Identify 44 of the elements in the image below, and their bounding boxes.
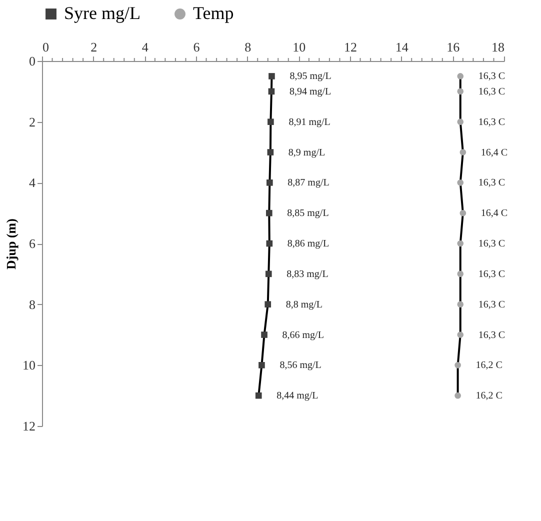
x-tick-label: 8 [244, 40, 252, 54]
y-tick-label: 4 [29, 175, 36, 190]
y-tick-label: 2 [29, 114, 36, 130]
data-label: 16,3 C [478, 86, 506, 98]
data-label: 8,91 mg/L [288, 116, 330, 128]
data-label: 8,44 mg/L [276, 390, 318, 402]
y-tick-label: 0 [29, 54, 36, 68]
data-label: 16,2 C [476, 360, 503, 372]
data-label: 16,2 C [476, 390, 503, 402]
x-tick-label: 18 [492, 40, 504, 54]
x-tick-label: 14 [395, 40, 409, 54]
data-label: 16,3 C [478, 330, 506, 341]
x-tick-label: 2 [90, 40, 98, 54]
data-label: 16,3 C [478, 71, 506, 82]
data-label: 16,3 C [478, 116, 506, 128]
data-label: 16,3 C [478, 178, 506, 189]
legend-label: Syre mg/L [64, 3, 140, 23]
data-label: 8,8 mg/L [286, 299, 323, 310]
x-tick-label: 12 [344, 40, 357, 54]
data-label: 8,66 mg/L [282, 330, 324, 341]
data-label: 8,95 mg/L [290, 71, 332, 82]
data-label: 8,87 mg/L [288, 178, 330, 189]
data-label: 8,9 mg/L [288, 147, 326, 158]
data-label: 8,94 mg/L [289, 86, 332, 98]
data-label: 16,3 C [478, 238, 506, 250]
data-label: 8,56 mg/L [280, 360, 322, 372]
data-label: 8,85 mg/L [287, 208, 329, 220]
y-tick-label: 10 [22, 358, 36, 373]
y-tick-label: 8 [29, 296, 36, 312]
x-tick-label: 6 [193, 40, 200, 54]
data-label: 16,4 C [480, 147, 508, 158]
x-tick-label: 16 [446, 40, 460, 54]
x-tick-label: 10 [292, 40, 306, 54]
y-axis-title: Djup (m) [4, 218, 18, 270]
legend-label: Temp [193, 3, 234, 23]
x-tick-label: 0 [42, 40, 49, 54]
data-label: 16,3 C [478, 268, 506, 280]
y-tick-label: 12 [22, 418, 36, 434]
y-tick-label: 6 [29, 236, 36, 251]
data-label: 16,3 C [478, 299, 506, 310]
x-tick-label: 4 [142, 40, 149, 54]
data-label: 16,4 C [480, 208, 508, 220]
data-label: 8,86 mg/L [287, 238, 330, 250]
data-label: 8,83 mg/L [286, 268, 328, 280]
